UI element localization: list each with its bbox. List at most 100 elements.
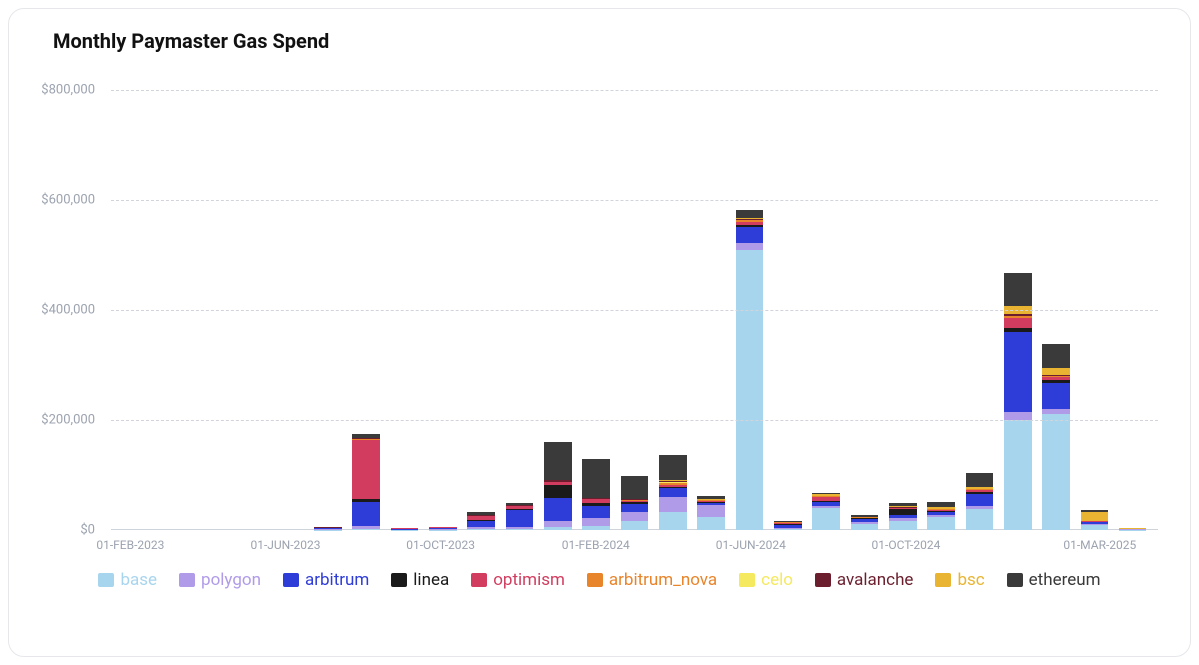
- bar-segment-base: [966, 509, 994, 530]
- bar-column[interactable]: [960, 63, 998, 530]
- bar-segment-base: [352, 529, 380, 530]
- legend-item-arbitrum_nova[interactable]: arbitrum_nova: [587, 570, 717, 590]
- bar-segment-arbitrum: [544, 498, 572, 521]
- legend-label: arbitrum: [305, 570, 369, 590]
- bar-column[interactable]: [922, 63, 960, 530]
- bar-stack: [467, 438, 495, 530]
- bar-column[interactable]: [692, 63, 730, 530]
- bar-segment-ethereum: [659, 455, 687, 480]
- bar-column[interactable]: [270, 63, 308, 530]
- bar-segment-bsc: [1081, 512, 1109, 520]
- bar-stack: [774, 465, 802, 530]
- bar-segment-polygon: [659, 497, 687, 512]
- bar-segment-base: [1042, 414, 1070, 530]
- bar-segment-ethereum: [621, 476, 649, 498]
- y-tick-label: $400,000: [41, 303, 95, 318]
- bar-column[interactable]: [654, 63, 692, 530]
- bar-stack: [1119, 501, 1147, 530]
- bar-stack: [544, 327, 572, 530]
- x-tick-label: 01-FEB-2023: [96, 538, 164, 552]
- bar-segment-base: [927, 517, 955, 530]
- bar-column[interactable]: [769, 63, 807, 530]
- chart-title: Monthly Paymaster Gas Spend: [53, 29, 1166, 53]
- bar-stack: [812, 398, 840, 530]
- bar-column[interactable]: [730, 63, 768, 530]
- bar-segment-base: [582, 526, 610, 530]
- x-tick-label: 01-JUN-2023: [250, 538, 320, 552]
- y-tick-label: $0: [80, 523, 95, 538]
- bar-segment-base: [812, 508, 840, 530]
- bar-segment-base: [774, 529, 802, 530]
- bars-container: [111, 63, 1158, 530]
- bar-column[interactable]: [424, 63, 462, 530]
- bar-segment-arbitrum: [966, 494, 994, 506]
- bar-column[interactable]: [385, 63, 423, 530]
- plot-area: [111, 63, 1158, 530]
- legend-label: avalanche: [837, 570, 914, 590]
- bar-segment-arbitrum: [659, 488, 687, 497]
- bar-segment-ethereum: [966, 473, 994, 487]
- legend-item-base[interactable]: base: [98, 570, 157, 590]
- bar-segment-base: [659, 512, 687, 530]
- legend-item-arbitrum[interactable]: arbitrum: [283, 570, 369, 590]
- legend-swatch: [179, 573, 195, 587]
- bar-column[interactable]: [1037, 63, 1075, 530]
- bar-stack: [237, 525, 265, 530]
- bar-column[interactable]: [462, 63, 500, 530]
- legend-swatch: [391, 573, 407, 587]
- bar-segment-optimism: [1004, 318, 1032, 328]
- legend-item-optimism[interactable]: optimism: [471, 570, 565, 590]
- legend-swatch: [739, 573, 755, 587]
- bar-column[interactable]: [500, 63, 538, 530]
- bar-stack: [621, 372, 649, 530]
- legend-label: arbitrum_nova: [609, 570, 717, 590]
- bar-column[interactable]: [615, 63, 653, 530]
- legend-item-linea[interactable]: linea: [391, 570, 449, 590]
- bar-column[interactable]: [539, 63, 577, 530]
- bar-column[interactable]: [845, 63, 883, 530]
- legend-item-avalanche[interactable]: avalanche: [815, 570, 914, 590]
- legend-item-ethereum[interactable]: ethereum: [1007, 570, 1101, 590]
- bar-column[interactable]: [194, 63, 232, 530]
- bar-column[interactable]: [884, 63, 922, 530]
- bar-column[interactable]: [1114, 63, 1152, 530]
- bar-column[interactable]: [1075, 63, 1113, 530]
- bar-column[interactable]: [577, 63, 615, 530]
- bar-segment-polygon: [736, 243, 764, 250]
- bar-stack: [582, 348, 610, 530]
- bar-segment-base: [467, 529, 495, 530]
- bar-segment-base: [697, 517, 725, 530]
- legend-swatch: [1007, 573, 1023, 587]
- legend-item-celo[interactable]: celo: [739, 570, 793, 590]
- bar-column[interactable]: [999, 63, 1037, 530]
- bar-stack: [1081, 434, 1109, 530]
- bar-column[interactable]: [155, 63, 193, 530]
- bar-column[interactable]: [347, 63, 385, 530]
- bar-column[interactable]: [807, 63, 845, 530]
- legend-swatch: [815, 573, 831, 587]
- bar-segment-linea: [544, 485, 572, 498]
- bar-stack: [276, 522, 304, 530]
- bar-segment-base: [1081, 525, 1109, 530]
- bar-column[interactable]: [117, 63, 155, 530]
- legend-swatch: [98, 573, 114, 587]
- bar-segment-polygon: [1004, 412, 1032, 420]
- bar-column[interactable]: [232, 63, 270, 530]
- bar-segment-ethereum: [582, 459, 610, 498]
- bar-stack: [122, 529, 150, 530]
- bar-column[interactable]: [309, 63, 347, 530]
- legend-label: bsc: [957, 570, 984, 590]
- legend-label: linea: [413, 570, 449, 590]
- legend-item-bsc[interactable]: bsc: [935, 570, 984, 590]
- legend-label: base: [120, 570, 157, 590]
- bar-stack: [199, 526, 227, 530]
- bar-segment-base: [1119, 530, 1147, 531]
- bar-stack: [429, 490, 457, 530]
- bar-segment-arbitrum: [506, 510, 534, 527]
- y-axis: $0$200,000$400,000$600,000$800,000: [33, 63, 103, 530]
- legend-item-polygon[interactable]: polygon: [179, 570, 261, 590]
- bar-segment-base: [1004, 420, 1032, 530]
- bar-segment-bsc: [1042, 368, 1070, 375]
- x-tick-label: 01-OCT-2023: [406, 538, 475, 552]
- gridline: [111, 200, 1158, 201]
